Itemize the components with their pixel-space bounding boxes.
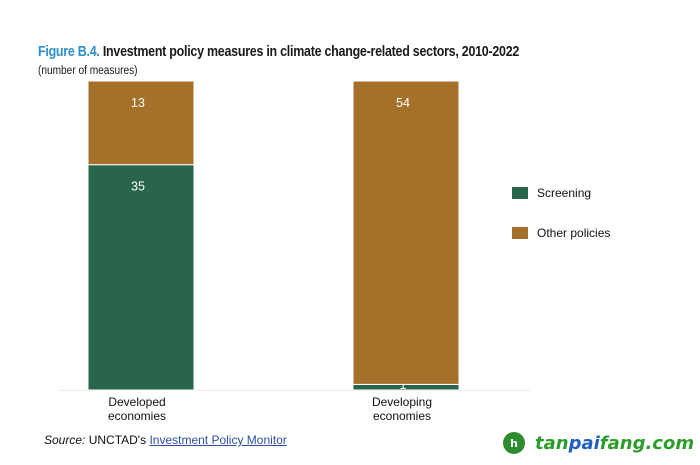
- bar-screening-developed: [87, 164, 195, 391]
- value-label-screening-developed: 35: [131, 180, 145, 194]
- bar-other-policies-developing: [352, 80, 460, 385]
- value-label-other-policies-developed: 13: [131, 96, 145, 110]
- legend-swatch-other-policies: [512, 227, 528, 239]
- watermark-part-3: fang.com: [599, 432, 695, 454]
- source-text: UNCTAD's: [85, 433, 150, 447]
- source-note: Source: UNCTAD's Investment Policy Monit…: [44, 433, 287, 447]
- figure-title: Figure B.4. Investment policy measures i…: [38, 44, 519, 60]
- source-link[interactable]: Investment Policy Monitor: [149, 433, 287, 447]
- watermark-part-2: pai: [568, 432, 600, 454]
- category-label-developing-line-2: economies: [373, 409, 431, 423]
- legend-item-screening: Screening: [512, 186, 591, 200]
- source-label: Source:: [44, 433, 86, 447]
- value-label-screening-developing: 1: [400, 378, 407, 392]
- legend-label-other-policies: Other policies: [537, 226, 611, 240]
- category-label-developing-line-1: Developing: [372, 395, 432, 409]
- legend-label-screening: Screening: [537, 186, 592, 200]
- watermark: h tan pai fang.com: [503, 432, 694, 454]
- legend-item-other-policies: Other policies: [512, 226, 610, 240]
- figure-title-text: Investment policy measures in climate ch…: [102, 44, 520, 60]
- category-label-developed-line-2: economies: [108, 409, 166, 423]
- legend-swatch-screening: [512, 187, 528, 199]
- figure-number: Figure B.4.: [38, 44, 100, 60]
- watermark-part-1: tan: [535, 432, 569, 454]
- value-label-other-policies-developing: 54: [396, 96, 410, 110]
- watermark-logo-icon: h: [503, 432, 525, 454]
- bar-other-policies-developed: [87, 80, 195, 166]
- figure-subtitle: (number of measures): [38, 65, 138, 77]
- category-label-developed-line-1: Developed: [108, 395, 165, 409]
